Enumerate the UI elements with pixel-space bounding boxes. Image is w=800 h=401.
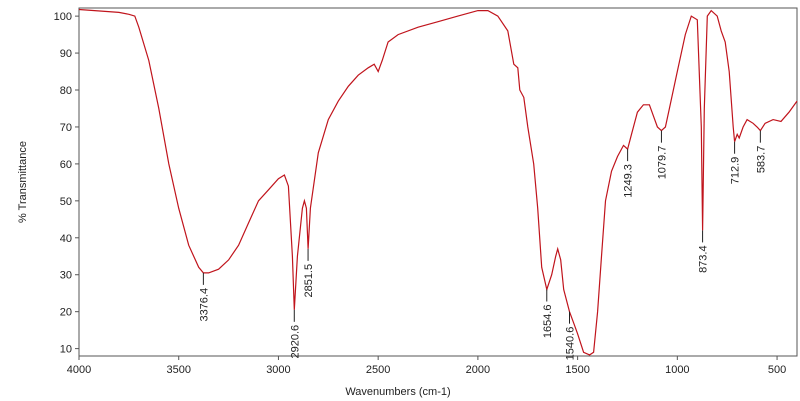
y-tick-label: 70 <box>60 122 72 134</box>
peak-label: 2920.6 <box>289 325 301 359</box>
peak-label: 1654.6 <box>542 305 554 339</box>
y-tick-label: 60 <box>60 159 72 171</box>
x-tick-label: 3500 <box>166 364 190 376</box>
x-tick-label: 1000 <box>665 364 689 376</box>
x-tick-label: 2500 <box>366 364 390 376</box>
y-tick-label: 10 <box>60 344 72 356</box>
x-tick-label: 1500 <box>565 364 589 376</box>
y-tick-label: 40 <box>60 233 72 245</box>
peak-label: 2851.5 <box>303 264 315 298</box>
x-tick-label: 500 <box>768 364 786 376</box>
peak-label: 583.7 <box>755 146 767 174</box>
peak-label: 1249.3 <box>623 164 635 198</box>
y-tick-label: 20 <box>60 307 72 319</box>
y-axis-label: % Transmittance <box>17 141 29 223</box>
peak-label: 1540.6 <box>565 327 577 361</box>
peak-label: 712.9 <box>730 157 742 185</box>
x-tick-label: 4000 <box>67 364 91 376</box>
y-tick-label: 30 <box>60 270 72 282</box>
x-tick-label: 2000 <box>466 364 490 376</box>
plot-frame <box>78 7 798 357</box>
peak-label: 3376.4 <box>198 288 210 322</box>
x-tick-label: 3000 <box>266 364 290 376</box>
peak-label: 873.4 <box>698 245 710 273</box>
y-tick-label: 90 <box>60 48 72 60</box>
y-tick-label: 50 <box>60 196 72 208</box>
spectrum-line <box>78 8 798 356</box>
y-tick-label: 100 <box>54 11 72 23</box>
y-tick-label: 80 <box>60 85 72 97</box>
x-axis-label: Wavenumbers (cm-1) <box>345 386 450 398</box>
peak-label: 1079.7 <box>656 146 668 180</box>
